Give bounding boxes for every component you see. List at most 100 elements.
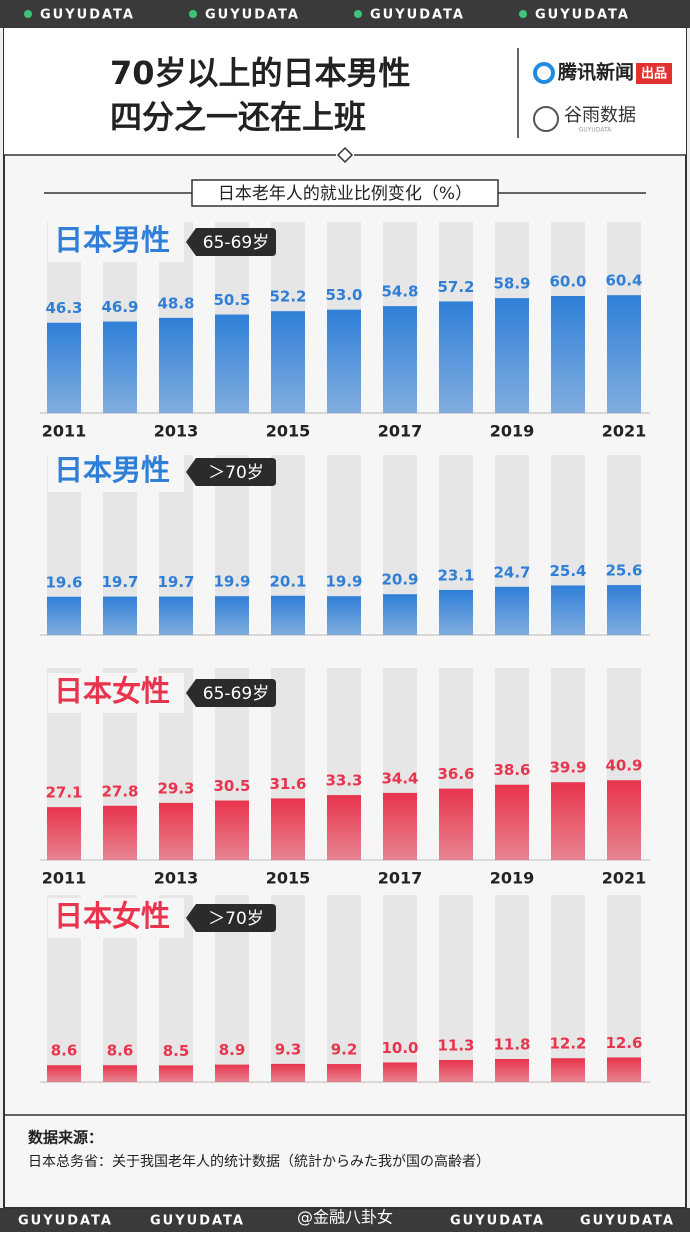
banner-text: GUYUDATA xyxy=(18,1214,113,1229)
value-label: 29.3 xyxy=(157,779,194,797)
bar xyxy=(439,301,473,413)
chart-tag: ＞70岁 xyxy=(208,463,264,483)
brand-badge: 出品 xyxy=(641,66,667,82)
banner-text: GUYUDATA xyxy=(150,1214,245,1229)
bar xyxy=(383,792,417,860)
bar xyxy=(383,306,417,413)
value-label: 12.2 xyxy=(549,1035,586,1053)
value-label: 8.6 xyxy=(107,1042,134,1060)
column-bg xyxy=(383,895,417,1082)
banner-text: GUYUDATA xyxy=(450,1214,545,1229)
banner-dot xyxy=(24,10,32,18)
bar xyxy=(103,596,137,635)
value-label: 27.8 xyxy=(101,782,138,800)
bar xyxy=(551,1058,585,1082)
x-tick-label: 2013 xyxy=(154,422,199,441)
logo-icon xyxy=(533,106,559,132)
value-label: 19.7 xyxy=(101,573,138,591)
bar xyxy=(271,1063,305,1082)
value-label: 8.6 xyxy=(51,1042,78,1060)
x-tick-label: 2021 xyxy=(602,422,647,441)
brand-guyu-sub: GUYUDATA xyxy=(579,127,612,134)
source: 日本总务省：关于我国老年人的统计数据（統計からみた我が国の高齢者） xyxy=(28,1153,490,1170)
bar xyxy=(47,322,81,413)
title-line: 四分之一还在上班 xyxy=(110,98,366,136)
value-label: 36.6 xyxy=(437,765,474,783)
chart-title: 日本女性 xyxy=(54,674,170,708)
bar xyxy=(103,805,137,860)
banner-text: GUYUDATA xyxy=(370,8,465,23)
subtitle: 日本老年人的就业比例变化（%） xyxy=(218,184,472,204)
bar xyxy=(327,1064,361,1082)
chart-tag: 65-69岁 xyxy=(203,684,269,704)
bar xyxy=(159,802,193,860)
value-label: 23.1 xyxy=(437,566,474,584)
chart-tag: 65-69岁 xyxy=(203,233,269,253)
value-label: 38.6 xyxy=(493,761,530,779)
value-label: 46.3 xyxy=(45,299,82,317)
bar xyxy=(607,1057,641,1082)
value-label: 19.9 xyxy=(213,573,250,591)
bar xyxy=(607,780,641,860)
banner-text: GUYUDATA xyxy=(580,1214,675,1229)
value-label: 58.9 xyxy=(493,275,530,293)
bar xyxy=(607,295,641,413)
value-label: 8.5 xyxy=(163,1042,190,1060)
chart-title: 日本女性 xyxy=(54,899,170,933)
bar xyxy=(495,784,529,860)
value-label: 20.1 xyxy=(269,572,306,590)
value-label: 19.7 xyxy=(157,573,194,591)
x-tick-label: 2017 xyxy=(378,869,423,888)
bar xyxy=(47,807,81,860)
x-tick-label: 2015 xyxy=(266,422,311,441)
banner-text: GUYUDATA xyxy=(205,8,300,23)
banner-dot xyxy=(189,10,197,18)
value-label: 27.1 xyxy=(45,784,82,802)
bar xyxy=(215,1064,249,1082)
banner-text: GUYUDATA xyxy=(535,8,630,23)
value-label: 25.6 xyxy=(605,562,642,580)
badge-bg xyxy=(636,63,672,84)
bar xyxy=(495,1058,529,1082)
title-bg xyxy=(48,898,184,938)
header xyxy=(4,28,686,155)
tag-bg xyxy=(186,228,276,256)
bar xyxy=(383,1062,417,1082)
value-label: 10.0 xyxy=(381,1039,418,1057)
value-label: 31.6 xyxy=(269,775,306,793)
bar xyxy=(495,586,529,635)
value-label: 8.9 xyxy=(219,1041,246,1059)
column-bg xyxy=(271,895,305,1082)
value-label: 60.4 xyxy=(605,272,642,290)
value-label: 25.4 xyxy=(549,562,586,580)
watermark: @金融八卦女 xyxy=(297,1208,393,1227)
bar xyxy=(439,1059,473,1082)
bar xyxy=(47,596,81,635)
value-label: 33.3 xyxy=(325,772,362,790)
source-title: 数据来源： xyxy=(28,1129,103,1147)
x-tick-label: 2017 xyxy=(378,422,423,441)
bar xyxy=(103,1065,137,1082)
subtitle-box xyxy=(191,179,499,207)
bar xyxy=(159,596,193,635)
diamond xyxy=(336,146,354,164)
value-label: 9.3 xyxy=(275,1040,302,1058)
value-label: 34.4 xyxy=(381,769,418,787)
banner-dot xyxy=(354,10,362,18)
value-label: 39.9 xyxy=(549,759,586,777)
value-label: 11.8 xyxy=(493,1035,530,1053)
chart-title: 日本男性 xyxy=(54,453,170,487)
value-label: 19.6 xyxy=(45,573,82,591)
column-bg xyxy=(495,895,529,1082)
value-label: 9.2 xyxy=(331,1041,358,1059)
title-line: 70岁以上的日本男性 xyxy=(110,54,411,92)
banner-dot xyxy=(519,10,527,18)
bar xyxy=(383,594,417,635)
value-label: 12.6 xyxy=(605,1034,642,1052)
brand-guyu: 谷雨数据 xyxy=(564,105,636,126)
value-label: 20.9 xyxy=(381,571,418,589)
tag-bg xyxy=(186,458,276,486)
x-tick-label: 2013 xyxy=(154,869,199,888)
bar xyxy=(439,589,473,635)
